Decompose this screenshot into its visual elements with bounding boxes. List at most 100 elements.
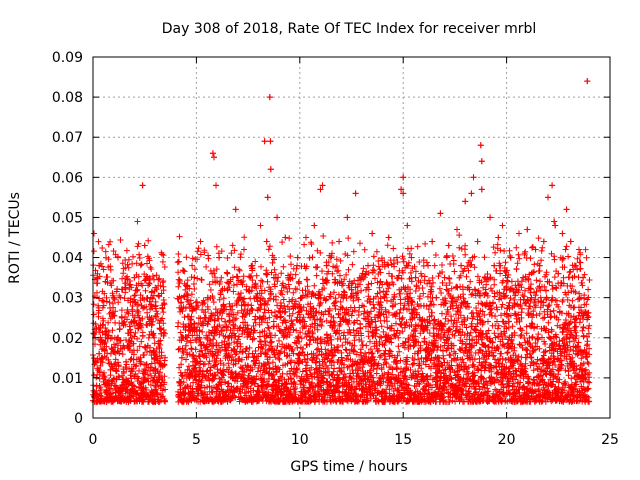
roti-data-point — [478, 158, 485, 165]
roti-data-point — [470, 174, 477, 181]
roti-data-point — [267, 166, 274, 173]
roti-data-point — [240, 246, 247, 253]
roti-data-point — [474, 238, 481, 245]
roti-data-point — [344, 214, 351, 221]
roti-data-point — [412, 274, 419, 281]
roti-data-point — [131, 274, 138, 281]
roti-data-point — [118, 314, 125, 321]
roti-data-point — [134, 218, 141, 225]
x-tick-label: 0 — [89, 432, 98, 448]
roti-data-point — [584, 78, 591, 85]
x-tick-label: 20 — [498, 432, 516, 448]
roti-data-point — [429, 238, 436, 245]
roti-data-point — [220, 302, 227, 309]
roti-data-point — [524, 226, 531, 233]
roti-data-point — [544, 194, 551, 201]
roti-data-point — [340, 294, 347, 301]
roti-data-point — [532, 246, 539, 253]
roti-data-point — [208, 342, 215, 349]
roti-data-point — [183, 282, 190, 289]
roti-data-point — [389, 302, 396, 309]
roti-data-point — [99, 354, 106, 361]
roti-data-point — [232, 206, 239, 213]
roti-data-point — [555, 270, 562, 277]
roti-data-point — [400, 190, 407, 197]
x-tick-label: 10 — [291, 432, 309, 448]
roti-data-point — [552, 222, 559, 229]
roti-data-point — [158, 330, 165, 337]
roti-data-point — [228, 334, 235, 341]
roti-data-point — [96, 262, 103, 269]
roti-data-point — [420, 302, 427, 309]
y-tick-label: 0.05 — [52, 210, 83, 226]
roti-data-point — [416, 314, 423, 321]
roti-data-point — [213, 182, 220, 189]
roti-data-point — [156, 374, 163, 381]
roti-data-point — [507, 254, 514, 261]
roti-data-point — [356, 274, 363, 281]
roti-data-point — [253, 294, 260, 301]
roti-data-point — [482, 302, 489, 309]
y-tick-label: 0.01 — [52, 371, 83, 387]
roti-data-point — [487, 214, 494, 221]
roti-data-point — [294, 254, 301, 261]
roti-data-point — [567, 238, 574, 245]
roti-data-point — [107, 366, 114, 373]
roti-data-point — [201, 314, 208, 321]
roti-data-point — [445, 242, 452, 249]
roti-data-point — [323, 262, 330, 269]
roti-data-point — [571, 262, 578, 269]
roti-data-point — [404, 222, 411, 229]
roti-data-point — [194, 358, 201, 365]
roti-data-point — [191, 274, 198, 281]
x-axis-title: GPS time / hours — [290, 459, 407, 475]
roti-data-point — [257, 222, 264, 229]
roti-data-point — [266, 94, 273, 101]
roti-data-point — [408, 254, 415, 261]
roti-data-point — [352, 190, 359, 197]
roti-data-point — [245, 326, 252, 333]
x-tick-label: 5 — [192, 432, 201, 448]
roti-data-point — [516, 230, 523, 237]
roti-data-point — [141, 242, 148, 249]
roti-data-point — [449, 302, 456, 309]
roti-data-point — [385, 234, 392, 241]
roti-data-point — [303, 234, 310, 241]
roti-data-point — [147, 294, 154, 301]
roti-data-point — [551, 218, 558, 225]
y-tick-label: 0 — [74, 411, 83, 427]
chart-title: Day 308 of 2018, Rate Of TEC Index for r… — [162, 21, 537, 37]
roti-data-point — [110, 294, 117, 301]
roti-data-point — [398, 186, 405, 193]
roti-data-point — [360, 310, 367, 317]
roti-data-point — [499, 222, 506, 229]
roti-data-point — [468, 190, 475, 197]
roti-data-point — [317, 186, 324, 193]
x-tick-label: 25 — [601, 432, 619, 448]
roti-data-point — [144, 342, 151, 349]
roti-data-point — [249, 262, 256, 269]
roti-data-point — [503, 286, 510, 293]
roti-data-point — [528, 294, 535, 301]
roti-data-point — [466, 286, 473, 293]
roti-data-point — [224, 270, 231, 277]
roti-data-point — [298, 294, 305, 301]
roti-data-point — [286, 274, 293, 281]
roti-data-point — [236, 294, 243, 301]
roti-data-point — [187, 326, 194, 333]
roti-data-point — [307, 314, 314, 321]
roti-data-point — [204, 294, 211, 301]
roti-data-point — [152, 366, 159, 373]
roti-data-point — [433, 294, 440, 301]
roti-data-point — [138, 302, 145, 309]
plot-frame — [92, 56, 611, 419]
roti-data-point — [575, 246, 582, 253]
roti-data-point — [139, 182, 146, 189]
roti-data-point — [278, 302, 285, 309]
roti-data-point — [437, 210, 444, 217]
roti-data-point — [373, 326, 380, 333]
roti-data-point — [536, 262, 543, 269]
y-axis-title: ROTI / TECUs — [7, 192, 23, 284]
roti-data-point — [290, 326, 297, 333]
